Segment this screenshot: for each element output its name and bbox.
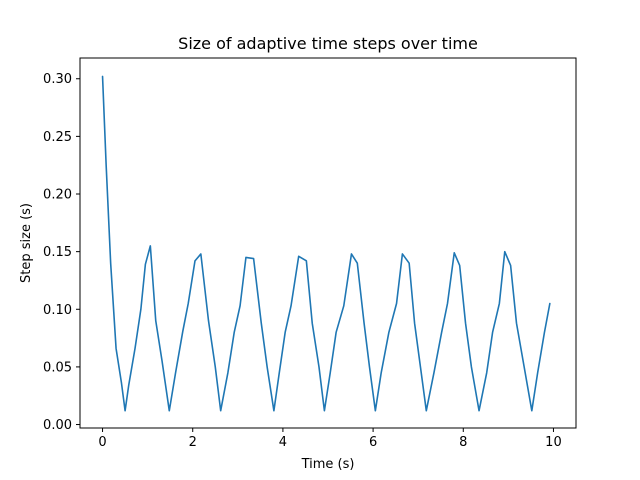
y-tick-label: 0.15 bbox=[43, 245, 72, 260]
chart-title: Size of adaptive time steps over time bbox=[178, 34, 478, 53]
axes-frame bbox=[79, 57, 577, 429]
series-layer bbox=[101, 75, 551, 412]
x-tick-label: 2 bbox=[189, 435, 197, 450]
y-tick-label: 0.05 bbox=[43, 360, 72, 375]
x-axis: 0 2 4 6 8 10 bbox=[98, 428, 562, 450]
series-line bbox=[101, 75, 551, 412]
y-tick-label: 0.00 bbox=[43, 418, 72, 433]
x-tick-label: 4 bbox=[279, 435, 287, 450]
y-tick-label: 0.20 bbox=[43, 188, 72, 203]
x-tick-label: 8 bbox=[459, 435, 467, 450]
y-tick-label: 0.25 bbox=[43, 130, 72, 145]
x-tick-label: 6 bbox=[369, 435, 377, 450]
x-tick-label: 0 bbox=[98, 435, 106, 450]
x-axis-label: Time (s) bbox=[301, 457, 355, 472]
y-axis: 0.00 0.05 0.10 0.15 0.20 0.25 0.30 bbox=[43, 72, 80, 433]
x-tick-label: 10 bbox=[545, 435, 562, 450]
y-axis-label: Step size (s) bbox=[19, 203, 34, 283]
plot-area: 0 2 4 6 8 10 0.00 0.05 0.10 0.15 0.20 0.25 0.30 bbox=[43, 57, 577, 450]
y-tick-label: 0.30 bbox=[43, 72, 72, 87]
y-tick-label: 0.10 bbox=[43, 303, 72, 318]
